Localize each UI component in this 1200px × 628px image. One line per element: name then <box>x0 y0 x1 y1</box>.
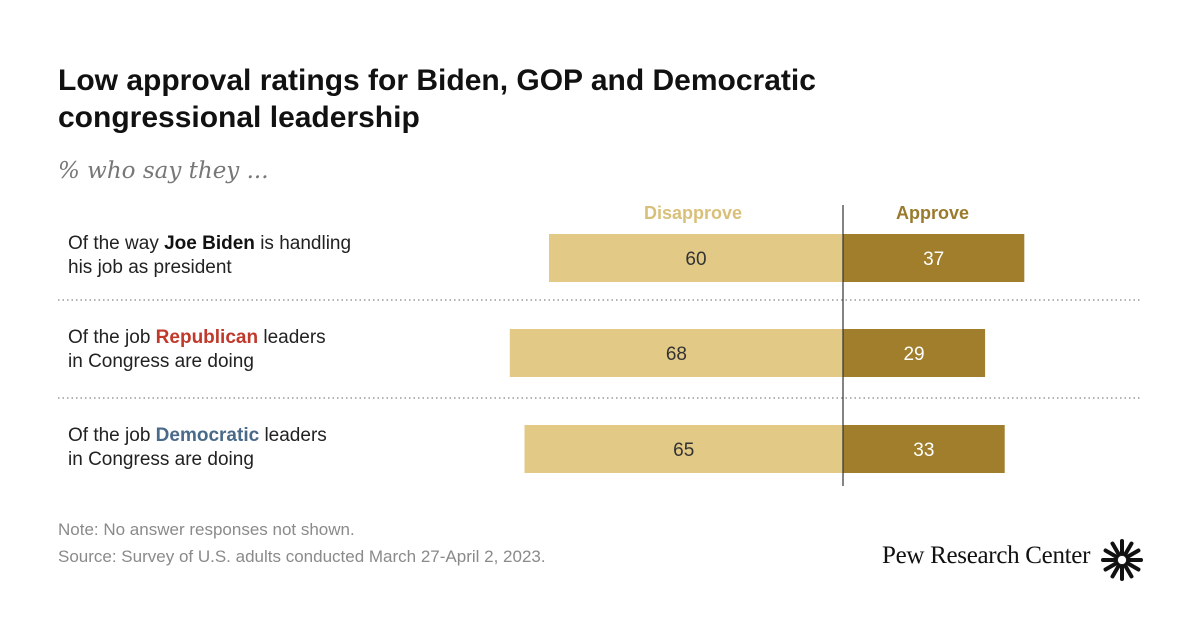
logo-ray <box>1125 561 1141 572</box>
label-approve-0: 37 <box>923 249 944 270</box>
bar-approve-2 <box>843 425 1005 473</box>
pew-logo-icon <box>1101 539 1143 581</box>
bar-disapprove-1 <box>509 329 843 377</box>
footer-source: Source: Survey of U.S. adults conducted … <box>58 547 546 566</box>
row-emph-democratic: Democratic <box>155 425 260 446</box>
logo-ray <box>1125 548 1141 559</box>
logo-ray <box>1110 563 1121 579</box>
row-label-biden: Of the way Joe Biden is handling his job… <box>68 233 352 278</box>
row-emph-biden: Joe Biden <box>164 233 255 254</box>
bar-disapprove-0 <box>549 234 843 282</box>
logo-ray <box>1110 541 1121 557</box>
row-label-democratic: Of the job Democratic leaders in Congres… <box>68 425 327 470</box>
label-approve-1: 29 <box>903 344 924 365</box>
legend-disapprove: Disapprove <box>644 203 743 223</box>
chart-title: Low approval ratings for Biden, GOP and … <box>58 64 816 134</box>
bar-approve-1 <box>843 329 986 377</box>
label-disapprove-2: 65 <box>673 440 694 461</box>
logo-ray <box>1103 548 1119 559</box>
row-emph-republican: Republican <box>155 327 259 348</box>
label-disapprove-0: 60 <box>685 249 706 270</box>
chart-subtitle: % who say they ... <box>58 158 269 184</box>
footer-note: Note: No answer responses not shown. <box>58 520 355 539</box>
bar-disapprove-2 <box>524 425 843 473</box>
bar-approve-0 <box>843 234 1025 282</box>
brand-name: Pew Research Center <box>882 542 1091 569</box>
legend-approve: Approve <box>896 203 970 223</box>
label-disapprove-1: 68 <box>666 344 687 365</box>
label-approve-2: 33 <box>913 440 934 461</box>
logo-ray <box>1123 541 1134 557</box>
row-label-republican: Of the job Republican leaders in Congres… <box>68 327 326 372</box>
logo-ray <box>1123 563 1134 579</box>
logo-ray <box>1103 561 1119 572</box>
